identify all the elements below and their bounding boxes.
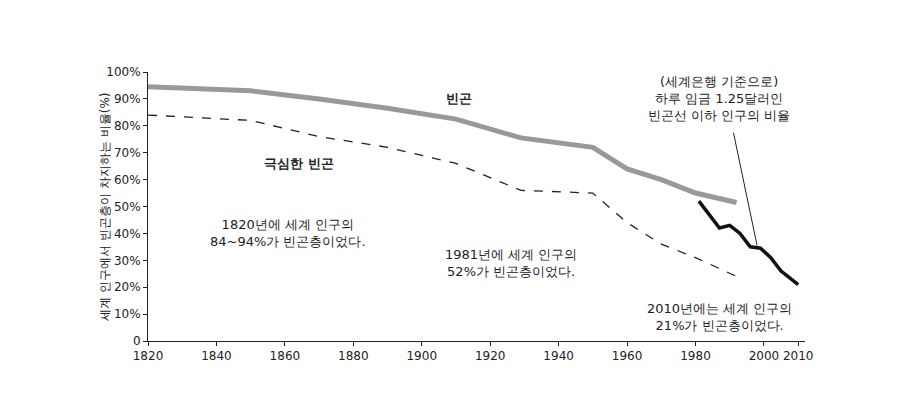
svg-text:1900: 1900 (406, 349, 437, 363)
svg-text:100%: 100% (106, 65, 140, 79)
svg-text:1880: 1880 (338, 349, 369, 363)
svg-text:2010년에는 세계 인구의21%가 빈곤층이었다.: 2010년에는 세계 인구의21%가 빈곤층이었다. (647, 301, 792, 333)
svg-text:10%: 10% (114, 307, 141, 321)
svg-text:70%: 70% (114, 146, 141, 160)
svg-text:빈곤: 빈곤 (446, 91, 472, 106)
svg-text:1960: 1960 (612, 349, 643, 363)
svg-text:1860: 1860 (270, 349, 301, 363)
svg-text:극심한 빈곤: 극심한 빈곤 (264, 156, 334, 171)
svg-text:30%: 30% (114, 253, 141, 267)
svg-text:2000: 2000 (749, 349, 780, 363)
svg-text:60%: 60% (114, 173, 141, 187)
svg-text:1920: 1920 (475, 349, 506, 363)
svg-text:1940: 1940 (543, 349, 574, 363)
svg-text:1820년에 세계 인구의84~94%가 빈곤층이었다.: 1820년에 세계 인구의84~94%가 빈곤층이었다. (210, 217, 366, 249)
svg-text:0: 0 (133, 334, 141, 348)
svg-text:50%: 50% (114, 200, 141, 214)
svg-text:20%: 20% (114, 280, 141, 294)
svg-text:2010: 2010 (783, 349, 814, 363)
svg-text:90%: 90% (114, 92, 141, 106)
svg-text:(세계은행 기준으로)하루 임금 1.25달러인빈곤선 이하: (세계은행 기준으로)하루 임금 1.25달러인빈곤선 이하 인구의 비율 (648, 74, 790, 123)
svg-text:1981년에 세계 인구의52%가 빈곤층이었다.: 1981년에 세계 인구의52%가 빈곤층이었다. (445, 247, 577, 279)
svg-text:1820: 1820 (133, 349, 164, 363)
svg-text:40%: 40% (114, 227, 141, 241)
svg-text:1980: 1980 (680, 349, 711, 363)
svg-text:80%: 80% (114, 119, 141, 133)
svg-text:세계 인구에서 빈곤층이 차지하는 비율(%): 세계 인구에서 빈곤층이 차지하는 비율(%) (98, 92, 112, 320)
svg-text:1840: 1840 (201, 349, 232, 363)
